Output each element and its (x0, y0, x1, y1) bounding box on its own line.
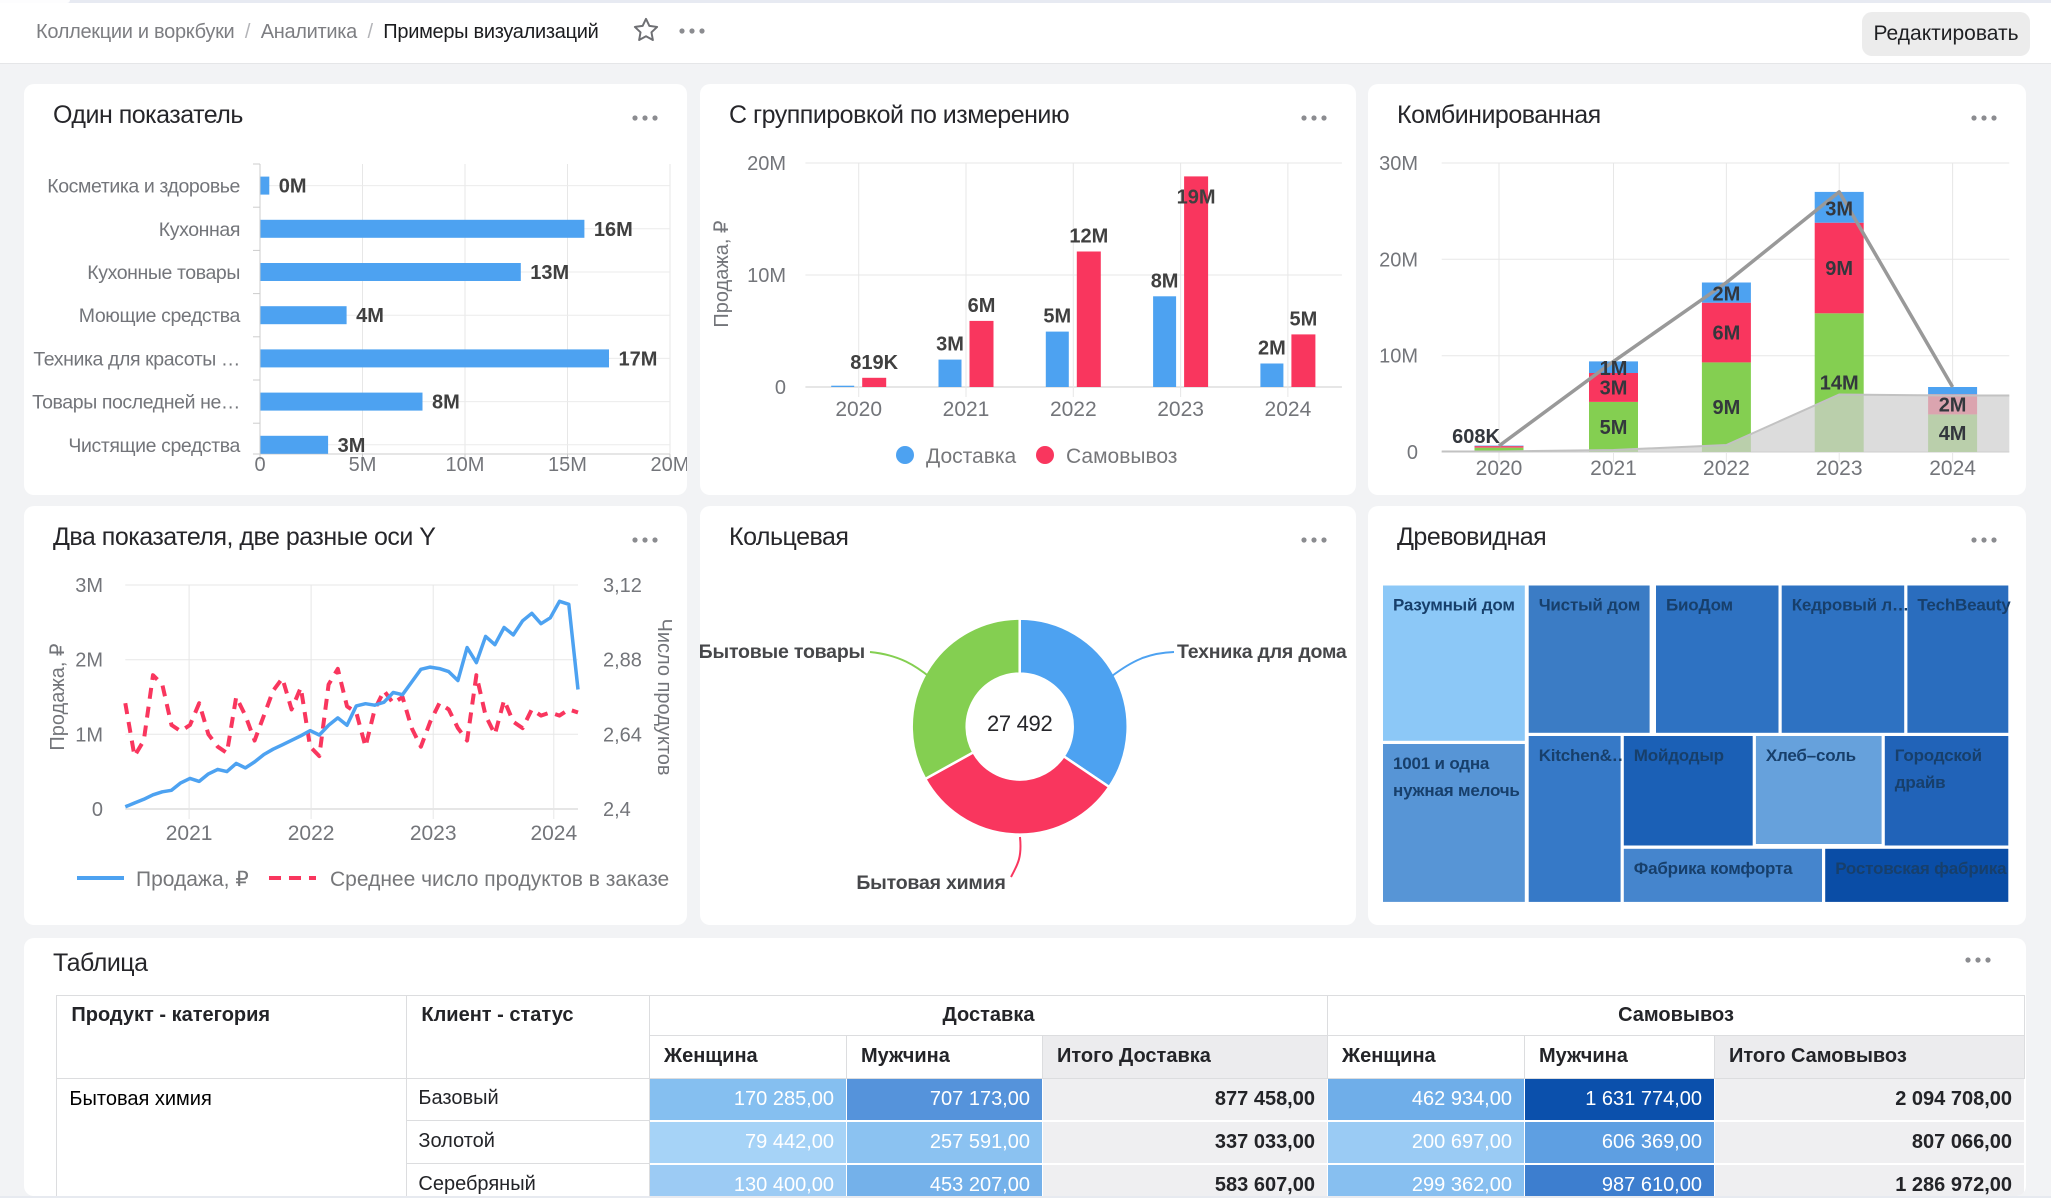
svg-text:20M: 20M (651, 454, 687, 476)
svg-text:драйв: драйв (1895, 773, 1946, 792)
svg-text:Число продуктов: Число продуктов (653, 618, 675, 775)
svg-text:20M: 20M (1379, 249, 1418, 271)
svg-text:БиоДом: БиоДом (1666, 596, 1733, 615)
svg-text:Кухонные товары: Кухонные товары (87, 262, 240, 284)
svg-text:Разумный дом: Разумный дом (1393, 596, 1515, 615)
svg-text:0M: 0M (279, 176, 307, 198)
svg-text:1M: 1M (1600, 358, 1628, 380)
svg-text:0: 0 (254, 454, 265, 476)
svg-text:2024: 2024 (1929, 457, 1976, 480)
svg-text:9M: 9M (1713, 397, 1741, 419)
svg-text:27 492: 27 492 (987, 711, 1053, 736)
svg-text:17M: 17M (619, 348, 658, 370)
svg-text:30M: 30M (1379, 153, 1418, 175)
svg-text:10M: 10M (446, 454, 485, 476)
svg-text:Фабрика комфорта: Фабрика комфорта (1634, 859, 1793, 878)
svg-text:3M: 3M (75, 575, 103, 597)
svg-text:9M: 9M (1825, 258, 1853, 280)
svg-text:Продажа, ₽: Продажа, ₽ (47, 643, 69, 751)
svg-text:8M: 8M (432, 392, 460, 414)
svg-text:8M: 8M (1151, 270, 1179, 292)
svg-text:2024: 2024 (1265, 398, 1312, 421)
svg-text:Городской: Городской (1895, 746, 1982, 765)
svg-text:13M: 13M (530, 262, 569, 284)
svg-text:3M: 3M (936, 334, 964, 356)
svg-text:Бытовая химия: Бытовая химия (856, 872, 1005, 894)
svg-text:16M: 16M (594, 219, 633, 241)
svg-text:10M: 10M (747, 265, 786, 287)
svg-text:Товары последней не…: Товары последней не… (32, 392, 240, 414)
svg-text:2024: 2024 (530, 822, 577, 845)
svg-text:Продажа, ₽: Продажа, ₽ (136, 868, 249, 891)
svg-text:Кедровый л…: Кедровый л… (1792, 596, 1909, 615)
svg-text:5M: 5M (1600, 417, 1628, 439)
svg-text:2021: 2021 (943, 398, 990, 421)
svg-text:6M: 6M (1713, 323, 1741, 345)
svg-text:0: 0 (92, 799, 103, 821)
svg-text:нужная мелочь: нужная мелочь (1393, 781, 1520, 800)
svg-text:Техника для красоты …: Техника для красоты … (33, 348, 240, 370)
svg-text:Чистый дом: Чистый дом (1539, 596, 1640, 615)
svg-text:2M: 2M (1939, 394, 1967, 416)
svg-text:3,12: 3,12 (603, 575, 642, 597)
svg-text:2023: 2023 (1157, 398, 1204, 421)
svg-text:Среднее число продуктов в зака: Среднее число продуктов в заказе (330, 868, 669, 891)
svg-text:608K: 608K (1452, 426, 1500, 448)
svg-text:2,64: 2,64 (603, 724, 642, 746)
svg-text:10M: 10M (1379, 346, 1418, 368)
svg-text:TechBeauty: TechBeauty (1917, 596, 2011, 615)
svg-text:Косметика и здоровье: Косметика и здоровье (47, 176, 240, 198)
svg-text:Техника для дома: Техника для дома (1177, 641, 1347, 663)
svg-text:12M: 12M (1069, 226, 1108, 248)
svg-text:Хлеб–соль: Хлеб–соль (1766, 746, 1856, 765)
svg-text:Самовывоз: Самовывоз (1066, 445, 1177, 468)
svg-text:2022: 2022 (1050, 398, 1097, 421)
svg-text:2,88: 2,88 (603, 650, 642, 672)
svg-text:2022: 2022 (288, 822, 335, 845)
svg-text:2023: 2023 (410, 822, 457, 845)
svg-text:20M: 20M (747, 153, 786, 175)
svg-text:Мойдодыр: Мойдодыр (1634, 746, 1724, 765)
svg-text:2021: 2021 (1590, 457, 1637, 480)
svg-text:2021: 2021 (166, 822, 213, 845)
svg-text:Чистящие средства: Чистящие средства (68, 435, 240, 457)
svg-text:3M: 3M (1825, 198, 1853, 220)
svg-text:2M: 2M (75, 650, 103, 672)
svg-text:2023: 2023 (1816, 457, 1863, 480)
svg-text:4M: 4M (356, 305, 384, 327)
svg-text:0: 0 (775, 377, 786, 399)
svg-text:15M: 15M (548, 454, 587, 476)
svg-text:819K: 819K (850, 352, 898, 374)
svg-text:19M: 19M (1177, 186, 1216, 208)
svg-text:0: 0 (1407, 442, 1418, 464)
svg-text:5M: 5M (349, 454, 377, 476)
svg-text:2M: 2M (1258, 338, 1286, 360)
svg-text:Ростовская фабрика: Ростовская фабрика (1835, 859, 2007, 878)
svg-text:1001 и одна: 1001 и одна (1393, 754, 1490, 773)
svg-text:5M: 5M (1290, 308, 1318, 330)
svg-text:14M: 14M (1820, 373, 1859, 395)
svg-text:2,4: 2,4 (603, 799, 631, 821)
svg-text:Кухонная: Кухонная (159, 219, 240, 241)
svg-text:Продажа, ₽: Продажа, ₽ (711, 220, 733, 328)
svg-text:Доставка: Доставка (926, 445, 1017, 468)
svg-text:Бытовые товары: Бытовые товары (700, 641, 865, 663)
svg-text:2020: 2020 (835, 398, 882, 421)
svg-text:5M: 5M (1043, 306, 1071, 328)
svg-text:1M: 1M (75, 724, 103, 746)
svg-text:4M: 4M (1939, 423, 1967, 445)
svg-text:Kitchen&…: Kitchen&… (1539, 746, 1629, 765)
svg-text:6M: 6M (968, 295, 996, 317)
svg-text:Моющие средства: Моющие средства (79, 305, 241, 327)
svg-text:3M: 3M (1600, 378, 1628, 400)
svg-text:2022: 2022 (1703, 457, 1750, 480)
svg-text:2M: 2M (1713, 284, 1741, 306)
svg-text:2020: 2020 (1476, 457, 1523, 480)
svg-text:3M: 3M (338, 435, 366, 457)
